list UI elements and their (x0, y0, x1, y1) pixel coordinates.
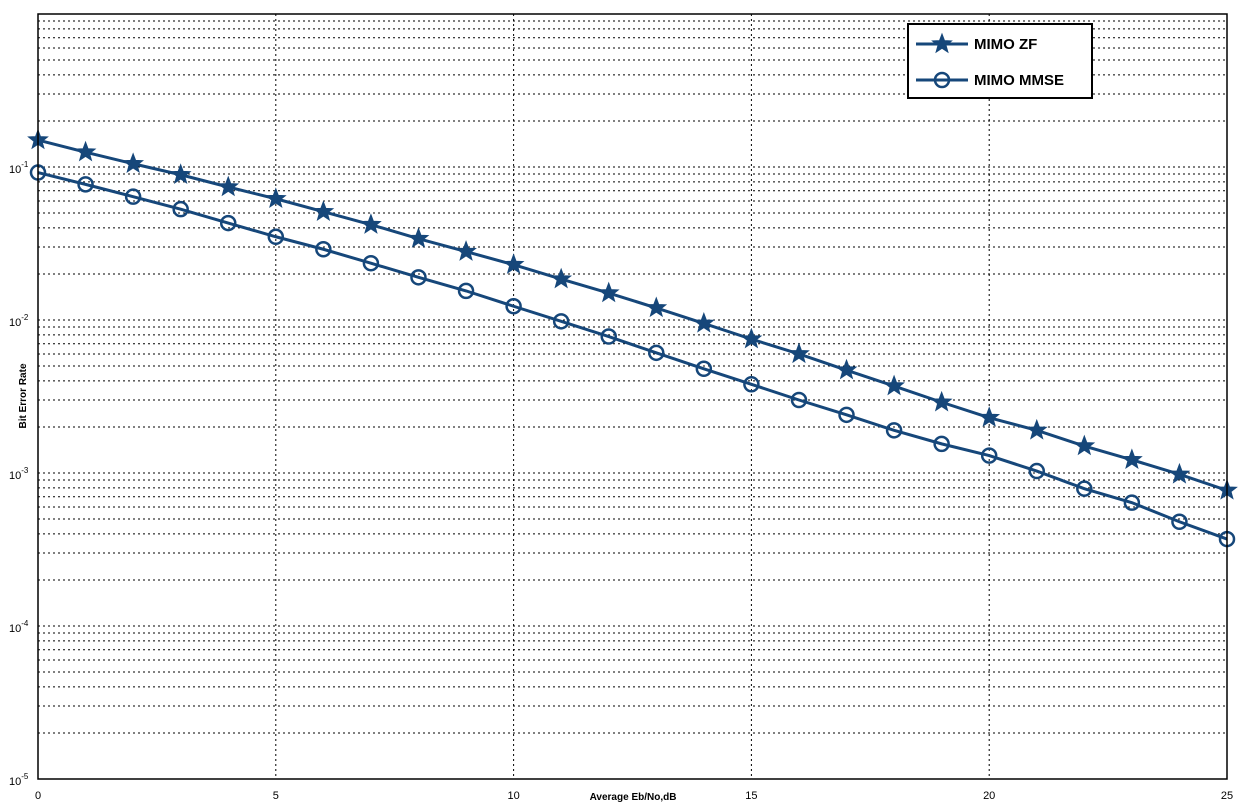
x-tick-labels: 0 5 10 15 20 25 (35, 790, 1233, 802)
legend: MIMO ZF MIMO MMSE (907, 23, 1093, 99)
star-marker (645, 296, 668, 318)
star-marker (312, 200, 335, 221)
y-tick-labels: 10-1 10-2 10-3 10-4 10-5 (9, 160, 29, 788)
circle-marker (362, 254, 380, 272)
series-0 (27, 128, 1238, 500)
star-marker (692, 311, 715, 333)
legend-label: MIMO MMSE (974, 72, 1064, 89)
plot-frame (37, 13, 1228, 780)
star-marker (978, 406, 1001, 427)
circle-marker (933, 435, 950, 453)
circle-marker (1028, 462, 1046, 480)
circle-marker (648, 344, 665, 362)
circle-marker (980, 447, 998, 464)
legend-circle-marker (933, 71, 951, 89)
series-1 (29, 164, 1236, 548)
circle-marker (695, 360, 713, 378)
x-axis-label: Average Eb/No,dB (590, 792, 677, 803)
star-marker (930, 390, 953, 412)
circle-marker (172, 200, 189, 218)
circle-marker (315, 241, 332, 258)
series-layer (27, 128, 1238, 548)
star-marker (1073, 434, 1096, 456)
star-marker (122, 152, 144, 174)
star-marker (1168, 462, 1191, 484)
circle-marker (1171, 513, 1188, 531)
circle-marker (410, 269, 427, 286)
star-marker (1025, 418, 1048, 440)
circle-marker (505, 297, 522, 315)
circle-marker (838, 406, 855, 424)
star-marker (264, 187, 287, 209)
star-marker (835, 358, 858, 380)
circle-marker (885, 422, 903, 439)
legend-label: MIMO ZF (974, 36, 1037, 53)
star-marker (407, 227, 430, 248)
star-marker (550, 267, 573, 289)
star-marker (883, 374, 905, 396)
y-tick-label: 10-4 (9, 619, 29, 635)
y-tick-label: 10-1 (9, 160, 29, 176)
star-marker (740, 327, 763, 349)
circle-marker (1076, 480, 1093, 497)
star-marker (360, 213, 382, 234)
circle-marker (743, 376, 760, 393)
star-marker (502, 253, 525, 274)
star-marker (74, 140, 97, 162)
circle-marker (267, 228, 285, 246)
circle-marker (219, 214, 237, 232)
star-marker (788, 342, 810, 364)
y-tick-label: 10-2 (9, 313, 29, 329)
circle-marker (790, 391, 808, 409)
star-marker (217, 175, 240, 197)
star-marker (455, 240, 477, 261)
circle-marker (77, 176, 94, 193)
circle-marker (124, 188, 142, 205)
y-tick-label: 10-5 (9, 772, 29, 788)
x-tick-label: 5 (273, 790, 279, 802)
legend-star-marker (931, 32, 953, 54)
circle-marker (457, 282, 475, 300)
x-tick-label: 0 (35, 790, 41, 802)
star-marker (597, 281, 620, 303)
x-tick-label: 20 (983, 790, 995, 802)
star-marker (1121, 448, 1143, 470)
y-axis-label: Bit Error Rate (18, 363, 29, 428)
y-tick-label: 10-3 (9, 466, 29, 482)
x-tick-label: 10 (507, 790, 519, 802)
star-marker (169, 163, 192, 184)
circle-marker (600, 328, 617, 345)
circle-marker (552, 313, 570, 330)
x-tick-label: 15 (745, 790, 757, 802)
circle-marker (1123, 494, 1141, 511)
x-tick-label: 25 (1221, 790, 1233, 802)
